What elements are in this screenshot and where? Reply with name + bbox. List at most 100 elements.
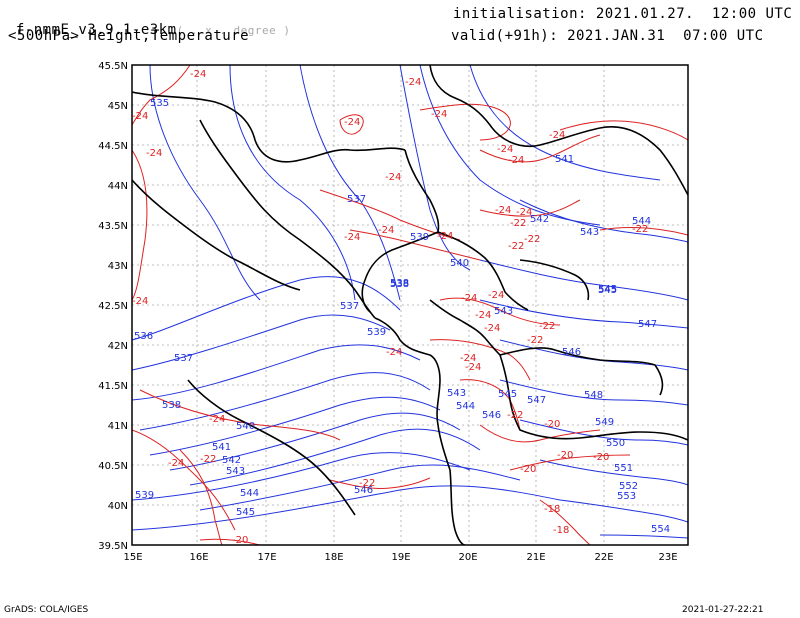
temperature-label: -22 — [524, 234, 540, 245]
height-label: 543 — [580, 227, 599, 238]
lat-tick-label: 40N — [108, 501, 128, 512]
temperature-label: -24 — [488, 290, 504, 301]
height-label: 542 — [530, 214, 549, 225]
temperature-label: -24 — [168, 458, 184, 469]
height-label: 543 — [494, 306, 513, 317]
temperature-label: -20 — [593, 452, 609, 463]
height-label: 546 — [354, 485, 373, 496]
height-label: 545 — [236, 507, 255, 518]
temperature-label: -20 — [557, 450, 573, 461]
temperature-label: -24 — [431, 109, 447, 120]
height-label: 545 — [598, 284, 617, 295]
height-label: 538 — [390, 279, 409, 290]
height-label: 543 — [226, 466, 245, 477]
lat-tick-label: 40.5N — [98, 461, 128, 472]
model-resolution-note: ( . x . degree ) — [176, 24, 291, 37]
temperature-label: -24 — [461, 293, 477, 304]
height-label: 544 — [240, 488, 259, 499]
temperature-label: -22 — [632, 224, 648, 235]
lon-tick-label: 21E — [526, 552, 545, 563]
height-label: 537 — [174, 353, 193, 364]
height-label: 541 — [555, 154, 574, 165]
temperature-label: -24 — [516, 207, 532, 218]
lat-tick-label: 45N — [108, 101, 128, 112]
valid-time: valid(+91h): 2021.JAN.31 07:00 UTC — [451, 28, 764, 44]
lat-tick-label: 44.5N — [98, 141, 128, 152]
temperature-label: -24 — [495, 205, 511, 216]
graticule — [132, 65, 688, 545]
initialisation-time: initialisation: 2021.01.27. 12:00 UTC — [453, 6, 793, 22]
height-label: 551 — [614, 463, 633, 474]
lon-tick-label: 23E — [658, 552, 677, 563]
temperature-contour-labels: -24 -24 -24 -24 -24 -24 -24 -24 -24 -24 … — [132, 69, 648, 546]
lat-tick-label: 43.5N — [98, 221, 128, 232]
height-label: 544 — [632, 216, 651, 227]
height-contours — [132, 65, 688, 539]
temperature-label: -22 — [507, 410, 523, 421]
lat-tick-label: 41.5N — [98, 381, 128, 392]
height-label: 544 — [456, 401, 475, 412]
temperature-label: -18 — [544, 504, 560, 515]
lat-tick-label: 42.5N — [98, 301, 128, 312]
latitude-axis: 45.5N 45N 44.5N 44N 43.5N 43N 42.5N 42N … — [98, 61, 128, 552]
render-timestamp: 2021-01-27-22:21 — [682, 605, 764, 615]
grads-credit: GrADS: COLA/IGES — [4, 605, 89, 615]
lat-tick-label: 42N — [108, 341, 128, 352]
lat-tick-label: 44N — [108, 181, 128, 192]
temperature-label: -24 — [344, 117, 360, 128]
temperature-label: -22 — [510, 218, 526, 229]
temperature-label: -22 — [527, 335, 543, 346]
lon-tick-label: 18E — [324, 552, 343, 563]
temperature-label: -24 — [549, 130, 565, 141]
temperature-label: -24 — [132, 111, 148, 122]
height-label: 550 — [606, 438, 625, 449]
height-label: 545 — [498, 389, 517, 400]
height-label: 539 — [410, 232, 429, 243]
height-label: 554 — [651, 524, 670, 535]
height-contour-labels: 535 537 538 537 536 537 538 539 540 541 … — [134, 98, 670, 535]
temperature-label: -24 — [378, 225, 394, 236]
height-label: 553 — [617, 491, 636, 502]
height-label: 549 — [595, 417, 614, 428]
temperature-label: -24 — [508, 155, 524, 166]
height-label: 546 — [562, 347, 581, 358]
lon-tick-label: 15E — [123, 552, 142, 563]
temperature-label: -24 — [497, 144, 513, 155]
height-label: 540 — [236, 421, 255, 432]
temperature-label: -24 — [146, 148, 162, 159]
temperature-label: -22 — [508, 241, 524, 252]
level-title: <500hPa> Height,Temperature — [8, 28, 250, 44]
temperature-label: -24 — [460, 353, 476, 364]
height-label: 537 — [347, 194, 366, 205]
height-label: 545 — [598, 285, 617, 296]
height-label: 547 — [527, 395, 546, 406]
temperature-contours — [132, 65, 688, 545]
plot-frame — [131, 64, 689, 546]
height-label: 541 — [212, 442, 231, 453]
temperature-label: -24 — [385, 172, 401, 183]
temperature-label: -22 — [200, 454, 216, 465]
borders-and-coastlines — [132, 65, 688, 545]
longitude-axis: 15E 16E 17E 18E 19E 20E 21E 22E 23E — [123, 552, 677, 563]
lat-tick-label: 39.5N — [98, 541, 128, 552]
lat-tick-label: 41N — [108, 421, 128, 432]
temperature-label: -20 — [520, 464, 536, 475]
height-label: 546 — [482, 410, 501, 421]
height-label: 540 — [450, 258, 469, 269]
temperature-label: -24 — [405, 77, 421, 88]
height-label: 547 — [638, 319, 657, 330]
model-title: f-nmmE_v3.9.1-e3km( . x . degree ) — [0, 6, 291, 38]
height-label: 552 — [619, 481, 638, 492]
height-label: 538 — [162, 400, 181, 411]
lon-tick-label: 19E — [391, 552, 410, 563]
temperature-label: -22 — [539, 321, 555, 332]
temperature-label: -24 — [465, 362, 481, 373]
lat-tick-label: 45.5N — [98, 61, 128, 72]
temperature-label: -20 — [232, 535, 248, 546]
lat-tick-label: 43N — [108, 261, 128, 272]
height-label: 538 — [390, 278, 409, 289]
temperature-label: -24 — [475, 310, 491, 321]
lon-tick-label: 20E — [458, 552, 477, 563]
lon-tick-label: 22E — [594, 552, 613, 563]
